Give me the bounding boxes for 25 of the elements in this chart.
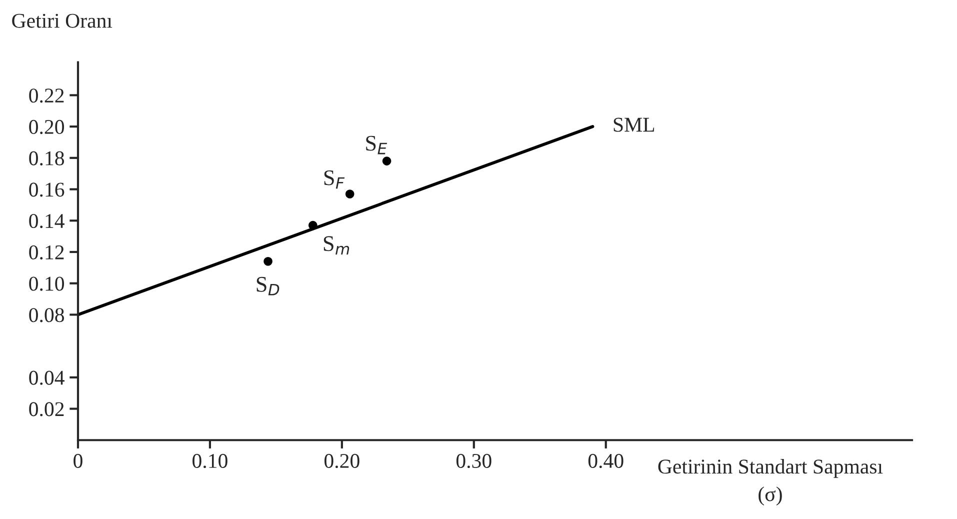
x-axis-title: Getirinin Standart Sapması (σ) [658,459,883,506]
y-tick-label: 0.08 [29,308,64,322]
y-tick-label: 0.16 [29,182,64,197]
y-tick-label: 0.04 [29,370,64,385]
x-tick-label: 0.30 [456,454,492,468]
annotation: S$_{E}$ [366,136,388,154]
annotation: S$_{F}$ [324,170,345,189]
point [264,256,272,266]
point [345,190,354,198]
y-tick-label: 0.10 [29,276,64,291]
annotation: S$_{D}$ [256,276,280,296]
y-axis-title: Getiri Oranı [12,14,112,28]
y-tick-label: 0.02 [29,402,64,416]
x-tick-label: 0.40 [588,454,624,468]
x-tick-label: 0.10 [192,454,228,468]
y-tick-label: 0.14 [29,214,64,228]
y-tick-label: 0.12 [29,245,64,260]
y-tick-label: 0.20 [29,120,64,134]
annotation: S$_{m}$ [324,236,350,255]
y-tick-label: 0.18 [29,151,64,166]
x-tick-label: 0 [74,454,82,468]
point [382,156,392,166]
x-tick-label: 0.20 [324,454,360,468]
series-label: SML [614,118,654,132]
y-tick-label: 0.22 [29,88,64,103]
